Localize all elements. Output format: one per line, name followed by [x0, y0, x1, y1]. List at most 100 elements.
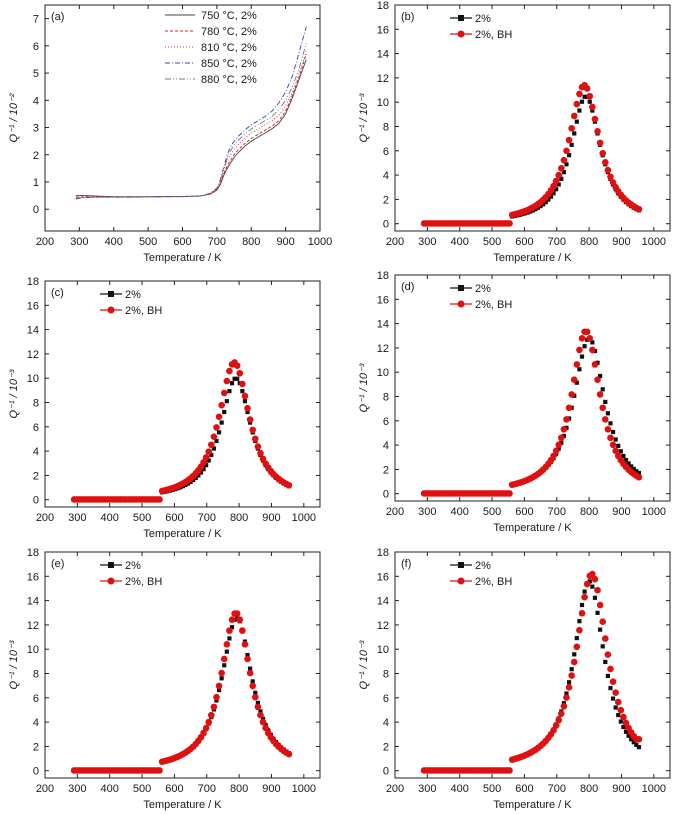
y-tick-label: 6	[383, 146, 389, 158]
x-tick-label: 300	[68, 783, 86, 795]
panel-tag: (b)	[401, 11, 414, 23]
marker-2%-bh	[550, 182, 557, 190]
marker-2%-bh	[251, 435, 259, 443]
y-axis-label: Q⁻¹ / 10⁻²	[8, 93, 20, 142]
marker-2%	[548, 194, 554, 199]
y-tick-label: 14	[377, 49, 389, 61]
y-tick-label: 10	[27, 373, 39, 385]
x-axis-label: Temperature / K	[143, 799, 222, 811]
marker-2%-bh	[239, 380, 246, 388]
marker-2%	[613, 705, 618, 710]
marker-2%-bh	[506, 220, 513, 227]
x-tick-label: 400	[101, 512, 119, 524]
marker-2%-bh	[589, 103, 596, 111]
plot-area	[75, 26, 307, 200]
x-tick-label: 600	[515, 236, 533, 248]
plot-frame	[44, 551, 321, 779]
marker-2%	[572, 652, 577, 657]
marker-2%-bh	[257, 449, 264, 457]
marker-2%-bh	[200, 729, 207, 737]
y-tick-label: 16	[377, 294, 389, 306]
marker-2%-bh	[213, 693, 220, 701]
marker-2%	[255, 700, 260, 705]
x-tick-label: 500	[133, 783, 151, 795]
marker-2%	[556, 182, 561, 187]
marker-2%-bh	[244, 655, 251, 663]
x-axis-label: Temperature / K	[143, 528, 222, 540]
x-tick-label: 700	[548, 236, 566, 248]
marker-2%	[587, 99, 592, 104]
legend-label-2: 2%, BH	[125, 305, 162, 317]
marker-2%-bh	[635, 735, 643, 743]
x-tick-label: 700	[548, 506, 566, 518]
marker-2%-bh	[251, 693, 259, 701]
marker-2%-bh	[285, 750, 293, 758]
marker-2%-bh	[207, 711, 215, 719]
legend-label-5: 880 °C, 2%	[201, 74, 257, 86]
x-tick-label: 800	[580, 783, 598, 795]
marker-2%	[559, 176, 564, 181]
y-tick-label: 4	[383, 440, 389, 452]
marker-2%	[626, 733, 631, 738]
y-tick-label: 12	[27, 620, 39, 632]
marker-2%-bh	[589, 346, 596, 354]
x-tick-label: 600	[165, 783, 183, 795]
marker-2%	[577, 619, 582, 624]
legend-label-1: 2%	[125, 560, 141, 572]
marker-2%-bh	[220, 655, 228, 663]
marker-2%	[216, 430, 222, 435]
marker-2%	[582, 589, 587, 594]
marker-2%	[623, 729, 629, 734]
marker-2%-bh	[223, 641, 231, 648]
marker-2%	[616, 443, 621, 448]
plot-frame	[394, 551, 671, 779]
marker-2%-bh	[563, 694, 570, 701]
marker-2%	[250, 679, 255, 684]
x-tick-label: 200	[36, 783, 54, 795]
marker-2%	[634, 469, 639, 474]
y-tick-label: 10	[377, 97, 389, 109]
marker-2%	[245, 409, 250, 415]
marker-2%-bh	[635, 473, 643, 481]
x-tick-label: 1000	[642, 783, 666, 795]
marker-2%-bh	[609, 441, 617, 449]
x-tick-label: 1000	[292, 512, 316, 524]
x-axis-label: Temperature / K	[493, 522, 572, 534]
y-tick-label: 14	[377, 596, 389, 608]
marker-2%-bh	[583, 580, 591, 588]
panel-a: 200 300 400 500 600 700 800 900 1000 0 1 2 3 4 5 6 7 Temp…	[8, 4, 332, 264]
marker-2%-bh	[568, 391, 575, 398]
panel-c: 200 300 400 500 600 700 800 900 1000 0 2 4 6 8 10 12 14 1…	[8, 276, 321, 540]
marker-2%-bh	[555, 441, 563, 449]
marker-2%	[598, 627, 603, 632]
marker-2%-bh	[210, 703, 218, 711]
marker-2%-bh	[594, 586, 601, 594]
marker-2%-bh	[236, 616, 244, 623]
marker-2%	[258, 709, 263, 714]
marker-2%	[232, 376, 237, 381]
x-tick-label: 500	[483, 506, 501, 518]
marker-2%-bh	[596, 601, 604, 609]
legend-label-4: 850 °C, 2%	[201, 58, 257, 70]
marker-2%-bh	[612, 689, 619, 696]
panel-tag: (e)	[51, 558, 64, 570]
marker-2%-bh	[591, 575, 599, 583]
marker-2%-bh	[218, 401, 225, 409]
x-tick-label: 900	[276, 236, 294, 248]
marker-2%-bh	[599, 149, 607, 157]
x-axis-label: Temperature / K	[493, 799, 572, 811]
x-tick-label: 400	[101, 783, 119, 795]
marker-2%	[216, 687, 222, 693]
y-tick-label: 18	[377, 0, 389, 12]
marker-2%-bh	[601, 159, 609, 166]
marker-2%-bh	[601, 416, 609, 423]
y-tick-label: 0	[383, 219, 389, 231]
legend-label-1: 2%	[475, 13, 491, 25]
marker-2%	[621, 724, 626, 730]
x-tick-label: 1000	[308, 236, 332, 248]
legend-marker-circle	[457, 577, 465, 585]
marker-2%	[224, 649, 229, 654]
x-tick-label: 700	[198, 512, 216, 524]
x-tick-label: 300	[418, 783, 436, 795]
y-tick-label: 4	[33, 95, 39, 107]
